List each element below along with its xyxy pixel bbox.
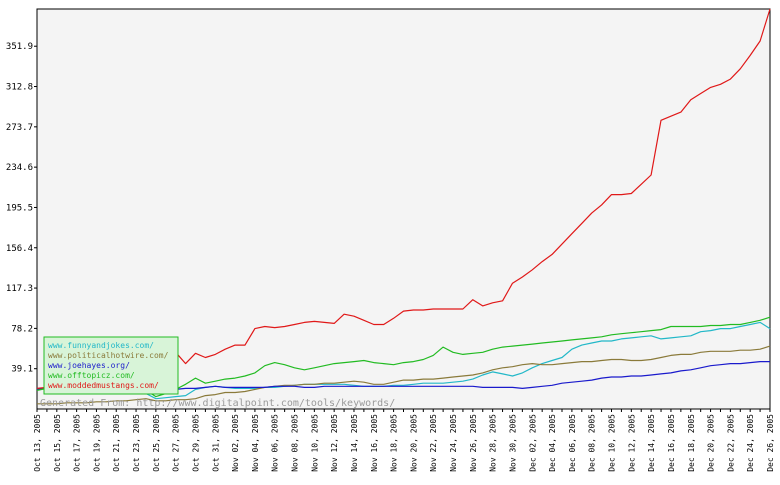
credit-text: Generated From: http://www.digitalpoint.… xyxy=(40,398,395,409)
legend-entry-1: www.funnyandjokes.com/ xyxy=(48,341,154,350)
x-tick-label: Nov 20, 2005 xyxy=(409,414,418,472)
x-tick-label: Oct 29, 2005 xyxy=(191,414,200,472)
y-tick-label: 156.4 xyxy=(6,244,33,254)
y-tick-label: 351.9 xyxy=(6,42,33,52)
x-tick-label: Nov 08, 2005 xyxy=(291,414,300,472)
x-tick-label: Nov 04, 2005 xyxy=(251,414,260,472)
x-tick-label: Dec 10, 2005 xyxy=(608,414,617,472)
legend: www.funnyandjokes.com/www.politicalhotwi… xyxy=(43,336,179,395)
x-tick-label: Nov 16, 2005 xyxy=(370,414,379,472)
x-tick-label: Dec 08, 2005 xyxy=(588,414,597,472)
x-tick-label: Nov 06, 2005 xyxy=(271,414,280,472)
x-tick-label: Oct 31, 2005 xyxy=(211,414,220,472)
legend-entries: www.funnyandjokes.com/www.politicalhotwi… xyxy=(48,341,169,390)
x-tick-label: Dec 26, 2005 xyxy=(766,414,775,472)
x-tick-label: Oct 13, 2005 xyxy=(33,414,42,472)
x-tick-label: Dec 04, 2005 xyxy=(548,414,557,472)
x-tick-label: Oct 15, 2005 xyxy=(53,414,62,472)
y-tick-label: 312.8 xyxy=(6,83,33,93)
x-axis: Oct 13, 2005 Oct 15, 2005 Oct 17, 2005 Oct … xyxy=(33,409,775,472)
legend-box xyxy=(43,336,179,395)
x-tick-label: Nov 22, 2005 xyxy=(429,414,438,472)
y-tick-label: 117.3 xyxy=(6,284,33,294)
x-tick-label: Dec 20, 2005 xyxy=(707,414,716,472)
x-tick-label: Dec 24, 2005 xyxy=(746,414,755,472)
series-line-2 xyxy=(37,345,771,405)
x-tick-label: Nov 12, 2005 xyxy=(330,414,339,472)
x-tick-label: Dec 02, 2005 xyxy=(528,414,537,472)
series-line-1 xyxy=(36,321,771,400)
y-tick-label: 273.7 xyxy=(6,123,33,133)
x-tick-label: Oct 25, 2005 xyxy=(152,414,161,472)
x-tick-label: Dec 22, 2005 xyxy=(726,414,735,472)
legend-entry-3: www.joehayes.org/ xyxy=(48,361,130,370)
x-tick-label: Oct 27, 2005 xyxy=(172,414,181,472)
x-tick-label: Oct 19, 2005 xyxy=(92,414,101,472)
x-tick-label: Dec 16, 2005 xyxy=(667,414,676,472)
x-tick-label: Dec 14, 2005 xyxy=(647,414,656,472)
legend-entry-2: www.politicalhotwire.com/ xyxy=(48,351,169,360)
x-tick-label: Dec 12, 2005 xyxy=(627,414,636,472)
x-tick-label: Nov 26, 2005 xyxy=(469,414,478,472)
legend-entry-4: www.offtopicz.com/ xyxy=(48,371,135,380)
x-tick-label: Nov 24, 2005 xyxy=(449,414,458,472)
series-line-4 xyxy=(36,316,771,398)
y-tick-label: 78.2 xyxy=(11,324,33,334)
x-tick-label: Dec 06, 2005 xyxy=(568,414,577,472)
x-tick-label: Oct 21, 2005 xyxy=(112,414,121,472)
y-tick-label: 39.1 xyxy=(11,365,33,375)
x-tick-label: Nov 02, 2005 xyxy=(231,414,240,472)
x-tick-label: Nov 18, 2005 xyxy=(390,414,399,472)
x-tick-label: Nov 30, 2005 xyxy=(508,414,517,472)
y-axis: 39.1 78.2 117.3 156.4 195.5 234.6 273.7 312.8 35… xyxy=(6,42,37,375)
y-tick-label: 195.5 xyxy=(6,203,33,213)
x-tick-label: Nov 10, 2005 xyxy=(310,414,319,472)
legend-entry-5: www.moddedmustangs.com/ xyxy=(48,381,159,390)
x-tick-label: Oct 17, 2005 xyxy=(73,414,82,472)
x-tick-label: Oct 23, 2005 xyxy=(132,414,141,472)
y-tick-label: 234.6 xyxy=(6,163,33,173)
x-tick-label: Dec 18, 2005 xyxy=(687,414,696,472)
x-tick-label: Nov 28, 2005 xyxy=(489,414,498,472)
x-tick-label: Nov 14, 2005 xyxy=(350,414,359,472)
